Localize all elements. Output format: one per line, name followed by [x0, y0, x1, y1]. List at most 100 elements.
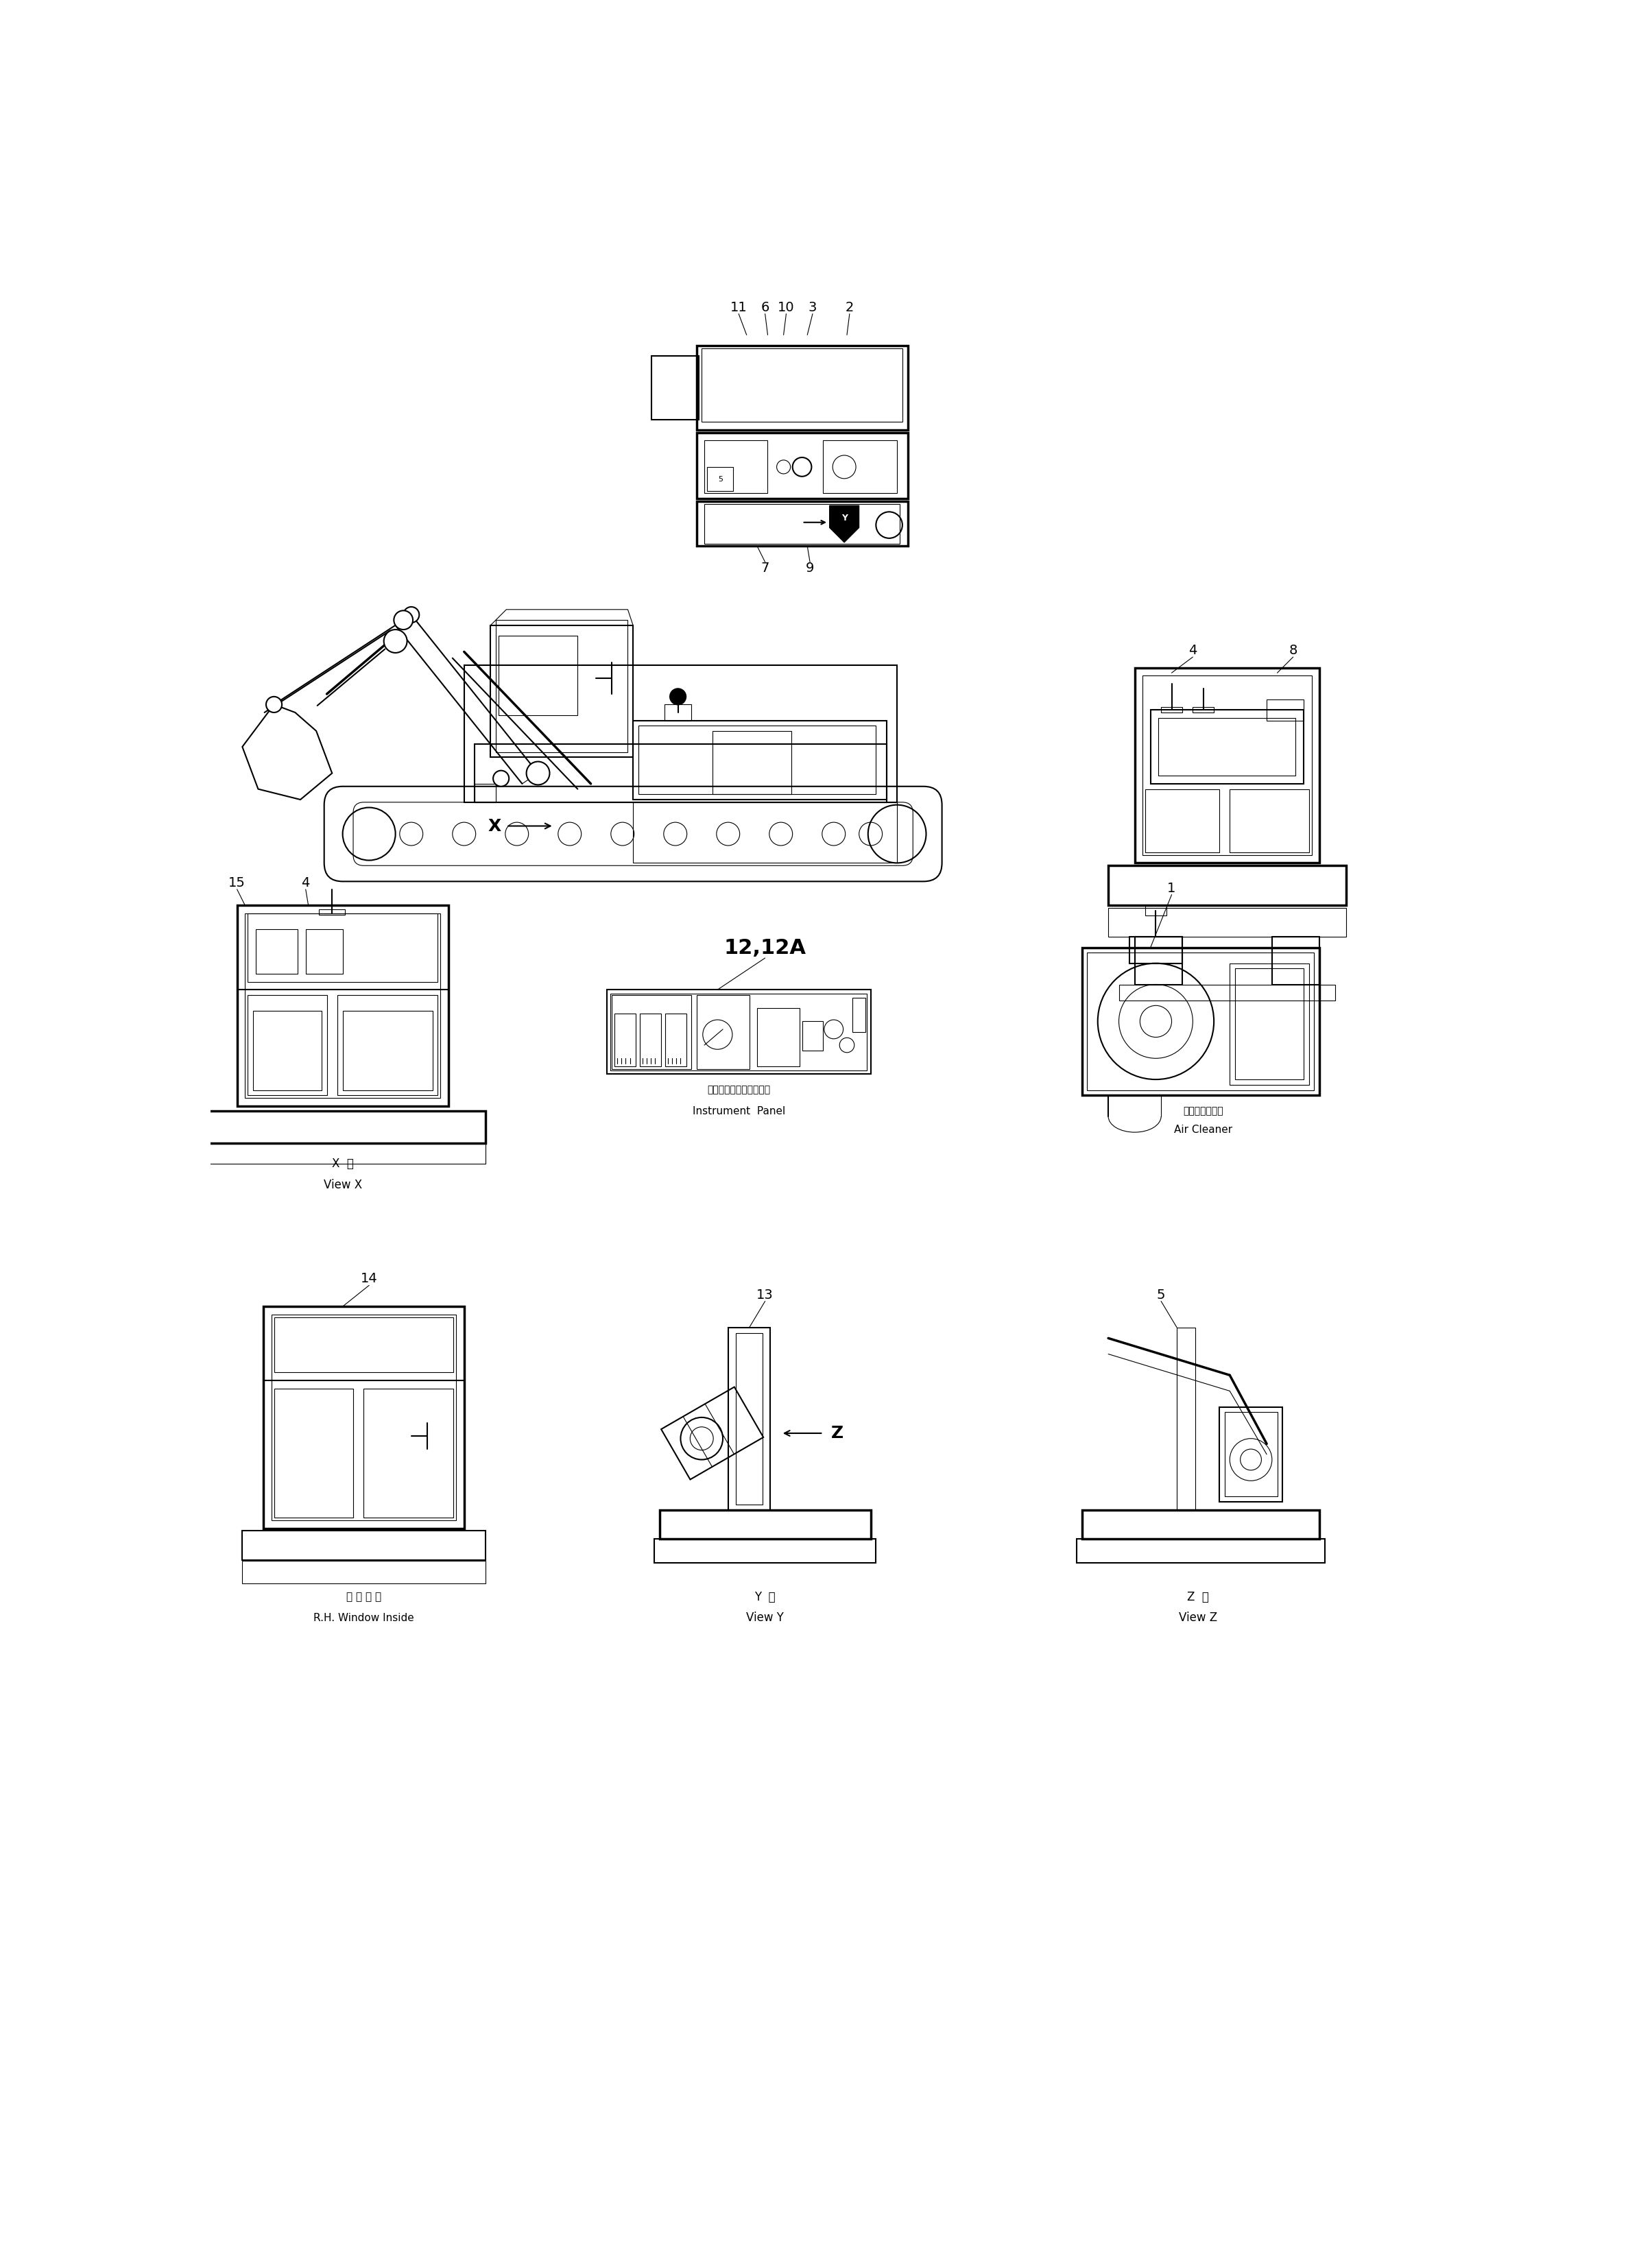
Text: X  視: X 視	[332, 1159, 354, 1170]
Bar	[263, 1306, 464, 1528]
Bar	[474, 745, 887, 803]
Bar	[757, 1009, 800, 1066]
Bar	[712, 731, 791, 794]
Text: 1: 1	[1168, 883, 1176, 894]
Bar	[1224, 1412, 1277, 1496]
Circle shape	[383, 629, 406, 652]
Text: 13: 13	[757, 1288, 773, 1301]
Text: X: X	[487, 817, 501, 835]
Text: 7: 7	[762, 561, 770, 575]
Bar	[363, 1389, 454, 1518]
Bar	[491, 625, 633, 758]
Text: 9: 9	[806, 561, 814, 575]
Bar	[1272, 937, 1320, 984]
Bar	[496, 620, 628, 751]
Bar	[1219, 1408, 1282, 1503]
Text: 4: 4	[301, 876, 311, 889]
Bar	[801, 1021, 823, 1050]
Text: 右 窓 内 側: 右 窓 内 側	[347, 1591, 382, 1602]
Circle shape	[494, 769, 509, 788]
Polygon shape	[829, 505, 859, 543]
Text: View Z: View Z	[1180, 1611, 1218, 1625]
Text: View X: View X	[324, 1179, 362, 1190]
Bar	[271, 1315, 456, 1521]
Bar	[697, 346, 907, 430]
Bar	[704, 441, 768, 493]
Text: Instrument  Panel: Instrument Panel	[692, 1107, 785, 1116]
Text: エアークリーナ: エアークリーナ	[1183, 1107, 1224, 1116]
Text: 4: 4	[1188, 645, 1198, 656]
Bar	[1135, 668, 1320, 862]
Bar	[639, 1014, 661, 1066]
Bar	[1118, 984, 1335, 1000]
Text: 12,12A: 12,12A	[724, 939, 806, 957]
Bar	[1135, 937, 1183, 984]
Bar	[1145, 790, 1219, 853]
Text: 10: 10	[778, 301, 795, 315]
Bar	[823, 441, 897, 493]
Bar	[654, 1539, 876, 1561]
Text: R.H. Window Inside: R.H. Window Inside	[314, 1614, 415, 1623]
Bar	[474, 783, 496, 803]
Text: 11: 11	[730, 301, 747, 315]
Bar	[256, 928, 297, 973]
Text: Z  視: Z 視	[1188, 1591, 1209, 1602]
Bar	[697, 996, 750, 1068]
Bar	[1229, 790, 1308, 853]
Bar	[633, 720, 887, 799]
Circle shape	[403, 606, 420, 622]
Bar	[610, 993, 867, 1070]
Bar	[274, 1389, 354, 1518]
Bar	[1150, 711, 1303, 783]
Bar	[697, 500, 907, 545]
Bar	[337, 996, 438, 1095]
Bar	[274, 1317, 454, 1371]
Bar	[253, 1012, 322, 1091]
Bar	[342, 1012, 433, 1091]
Bar	[1267, 699, 1303, 720]
Bar	[666, 1014, 686, 1066]
Bar	[707, 466, 733, 491]
Text: Air Cleaner: Air Cleaner	[1175, 1125, 1232, 1134]
Bar	[651, 355, 699, 419]
Circle shape	[266, 697, 282, 713]
Bar	[659, 1509, 871, 1539]
Bar	[306, 928, 342, 973]
Bar	[200, 1143, 486, 1163]
Bar	[737, 1333, 763, 1505]
Bar	[248, 912, 438, 982]
Text: 5: 5	[1156, 1288, 1165, 1301]
Bar	[1108, 907, 1346, 937]
Bar	[852, 998, 866, 1032]
Bar	[1082, 948, 1320, 1095]
Bar	[638, 726, 876, 794]
Bar	[611, 996, 691, 1068]
Text: 2: 2	[846, 301, 854, 315]
Bar	[1082, 1509, 1320, 1539]
Text: 15: 15	[228, 876, 246, 889]
Text: View Y: View Y	[747, 1611, 785, 1625]
Bar	[702, 349, 902, 421]
Circle shape	[530, 765, 545, 781]
Bar	[464, 665, 897, 803]
Text: 3: 3	[808, 301, 816, 315]
Text: 8: 8	[1289, 645, 1297, 656]
Text: Y: Y	[841, 514, 847, 523]
Bar	[615, 1014, 636, 1066]
Bar	[1143, 677, 1312, 855]
Bar	[1145, 905, 1166, 917]
Bar	[1229, 964, 1308, 1084]
Bar	[236, 905, 448, 1107]
Bar	[243, 1530, 486, 1559]
Text: Y  視: Y 視	[755, 1591, 775, 1602]
Bar	[729, 1328, 770, 1509]
Text: 14: 14	[360, 1272, 378, 1285]
Bar	[248, 996, 327, 1095]
Bar	[1108, 864, 1346, 905]
Bar	[1130, 937, 1183, 964]
Bar	[1161, 706, 1183, 713]
Bar	[244, 914, 441, 1098]
Circle shape	[671, 688, 686, 704]
Circle shape	[393, 611, 413, 629]
Bar	[1176, 1328, 1196, 1509]
